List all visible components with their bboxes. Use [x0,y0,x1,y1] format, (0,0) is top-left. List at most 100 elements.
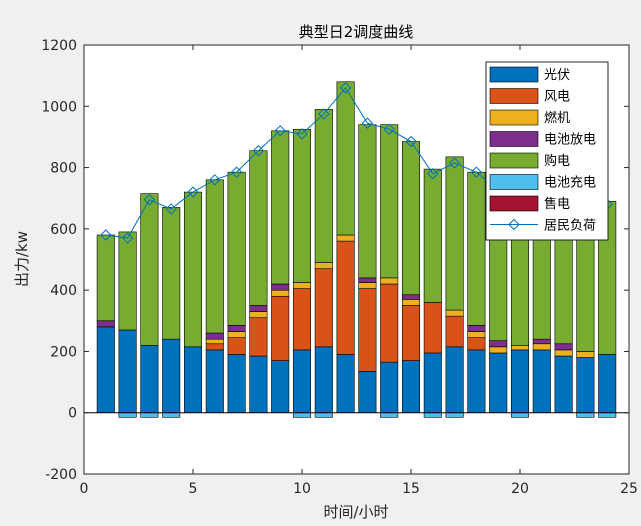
y-tick-label: 1000 [41,99,77,115]
bar-segment-series3-hour13 [358,277,377,283]
x-tick-label: 25 [620,481,638,497]
bar-segment-series3-hour19 [489,340,508,348]
bar-segment-series3-hour6 [205,332,224,340]
legend-label-1: 风电 [544,90,570,105]
bar-segment-series4-hour18 [467,171,486,326]
bar-segment-series1-hour7 [227,337,246,355]
bar-segment-series1-hour17 [445,315,464,348]
load-marker-hour15 [405,135,417,148]
bar-segment-series4-hour12 [336,81,355,236]
bar-segment-series4-hour5 [183,191,203,348]
load-marker-hour1 [100,229,112,241]
bar-segment-series5-hour4 [162,412,181,418]
bar-segment-series0-hour5 [183,346,203,414]
bar-segment-series4-hour17 [445,156,464,311]
bar-segment-series3-hour18 [467,325,486,332]
bar-segment-series0-hour1 [96,326,115,414]
y-tick-label: 400 [50,283,77,299]
bar-segment-series1-hour13 [358,288,377,372]
bar-segment-series4-hour2 [118,231,137,331]
load-marker-hour13 [361,117,374,129]
bar-segment-series0-hour24 [598,354,617,414]
bar-segment-series2-hour11 [314,262,333,269]
bar-segment-series3-hour8 [249,305,268,312]
x-tick-label: 5 [189,481,198,497]
bar-segment-series4-hour11 [314,109,333,263]
bar-segment-series5-hour16 [423,412,442,418]
y-tick-label: 200 [50,344,77,360]
bar-segment-series4-hour8 [249,150,268,306]
bar-segment-series5-hour2 [118,412,137,418]
load-marker-hour18 [470,166,483,178]
load-marker-hour6 [209,174,221,186]
bar-segment-series3-hour1 [96,320,115,328]
bar-segment-series2-hour10 [292,282,312,289]
bar-segment-series2-hour7 [227,331,246,338]
y-tick-label: 0 [68,406,77,422]
y-tick-label: 800 [50,161,77,177]
bar-segment-series3-hour21 [532,338,551,345]
bar-segment-series2-hour6 [205,338,224,345]
y-tick-label: 600 [50,222,77,238]
legend-swatch-4 [489,152,539,169]
load-marker-hour7 [230,166,243,178]
bar-segment-series3-hour9 [271,283,290,291]
load-marker-hour10 [296,128,308,140]
y-tick-label: -200 [45,467,77,483]
bar-segment-series2-hour13 [358,282,377,289]
bar-segment-series1-hour10 [292,288,312,351]
legend-label-3: 电池放电 [544,133,596,148]
bar-segment-series5-hour23 [576,412,595,418]
bar-segment-series2-hour9 [271,289,290,297]
bar-segment-series0-hour20 [510,349,530,414]
bar-segment-series4-hour7 [227,171,246,326]
bar-segment-series0-hour9 [271,360,290,414]
plot-area-border [83,44,630,475]
bar-segment-series2-hour21 [532,343,551,351]
bar-segment-series1-hour16 [423,302,442,354]
bar-segment-series0-hour10 [292,349,312,414]
bar-segment-series0-hour11 [314,346,333,414]
x-tick-label: 15 [402,481,420,497]
bar-segment-series5-hour10 [292,412,312,418]
x-axis-label: 时间/小时 [323,503,388,521]
bar-segment-series2-hour22 [554,349,573,357]
bar-segment-series2-hour20 [510,344,530,351]
bar-segment-series2-hour18 [467,331,486,338]
load-marker-hour17 [448,157,461,169]
load-marker-hour3 [143,194,156,206]
bar-segment-series0-hour12 [336,354,355,414]
bar-segment-series4-hour9 [271,130,290,285]
bar-segment-series5-hour20 [510,412,530,418]
load-marker-hour11 [318,108,330,120]
bar-segment-series3-hour22 [554,343,573,351]
bar-segment-series2-hour17 [445,309,464,317]
x-tick-label: 20 [511,481,529,497]
bar-segment-series1-hour6 [205,343,224,351]
bar-segment-series0-hour22 [554,355,573,414]
legend-swatch-1 [489,88,539,104]
x-tick-label: 0 [80,481,89,497]
y-tick-label: 1200 [41,38,77,54]
load-marker-hour8 [252,145,265,157]
bar-segment-series2-hour19 [489,346,508,354]
bar-segment-series4-hour10 [292,128,312,283]
bar-segment-series4-hour14 [380,124,399,279]
bar-segment-series0-hour19 [489,352,508,414]
bar-segment-series2-hour23 [576,351,595,358]
legend-swatch-0 [489,66,539,83]
bar-segment-series0-hour15 [401,360,421,414]
legend-label-0: 光伏 [544,68,570,83]
bar-segment-series3-hour15 [401,294,421,300]
legend-label-6: 售电 [544,196,570,212]
legend-label-2: 燃机 [544,110,570,126]
bar-segment-series5-hour11 [314,412,333,418]
load-marker-hour2 [121,232,134,244]
bar-segment-series4-hour1 [96,234,115,322]
legend-diamond-icon [508,218,520,231]
bar-segment-series0-hour8 [249,355,268,414]
bar-segment-series0-hour2 [118,329,137,414]
legend-label-5: 电池充电 [544,175,596,191]
